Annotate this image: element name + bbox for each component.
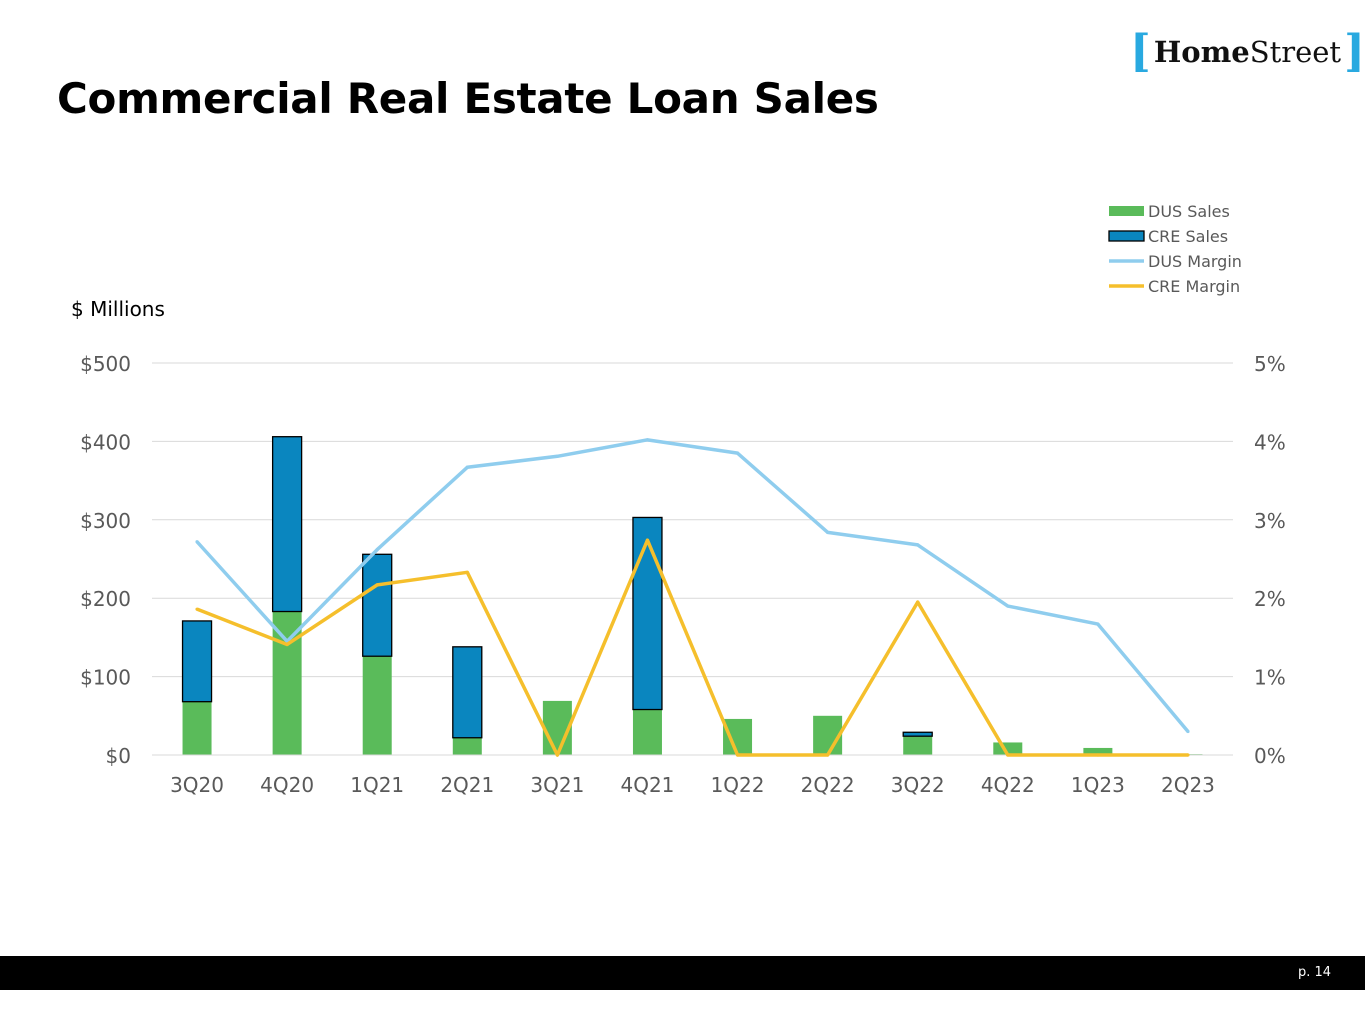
dus-sales-bar [272,611,302,755]
y-left-tick-label: $0 [106,744,131,768]
y-axis-unit-label: $ Millions [71,297,165,321]
dus-margin-point [375,547,379,552]
x-tick-label: 1Q23 [1071,773,1125,797]
y-right-tick-label: 3% [1254,509,1286,533]
y-right-tick-label: 0% [1254,744,1286,768]
cre-sales-bar [902,731,933,737]
y-left-tick-label: $300 [80,509,131,533]
cre-margin-point [1096,753,1100,757]
x-tick-label: 2Q22 [801,773,855,797]
legend-label: CRE Margin [1148,277,1240,296]
dus-margin-line [195,438,1190,733]
x-tick-label: 4Q21 [620,773,674,797]
cre-margin-point [195,607,199,611]
x-tick-label: 4Q20 [260,773,314,797]
x-tick-label: 2Q21 [440,773,494,797]
y-left-tick-label: $100 [80,666,131,690]
page-number: p. 14 [1297,965,1331,980]
legend-label: CRE Sales [1148,227,1228,246]
dus-margin-point [1006,604,1010,608]
x-tick-label: 2Q23 [1161,773,1215,797]
cre-sales-bar [271,436,303,613]
cre-sales-bar [632,516,663,711]
cre-margin-point [645,538,650,542]
y-left-tick-label: $500 [80,352,131,376]
cre-margin-point [1186,753,1190,757]
dus-sales-bar [182,701,212,755]
cre-margin-point [1006,753,1010,757]
cre-margin-point [555,753,559,757]
x-tick-label: 1Q21 [350,773,404,797]
dus-sales-bar [1083,747,1113,755]
x-tick-label: 3Q22 [891,773,945,797]
homestreet-logo: [ Home Street ] [1130,28,1365,76]
y-right-tick-label: 2% [1254,587,1286,611]
footer-bar: p. 14 [0,956,1365,990]
cre-margin-point [916,600,920,604]
dus-margin-point [465,465,469,469]
dus-margin-point [195,540,199,544]
x-tick-label: 4Q22 [981,773,1035,797]
legend-swatch-cre-sales [1108,230,1145,242]
cre-margin-line [196,538,1188,757]
dus-sales-bar [903,736,933,755]
loan-sales-chart: $0 $100 $200 $300 $400 $500 0% 1% 2% 3% 4% 5% 3Q20 4Q… [80,202,1286,797]
legend-label: DUS Sales [1148,202,1230,221]
legend-swatch-dus-sales [1109,206,1144,216]
legend-label: DUS Margin [1148,252,1242,271]
y-right-tick-label: 5% [1254,352,1286,376]
cre-margin-point [735,753,740,757]
dus-margin-point [1186,729,1190,734]
dus-margin-point [555,454,559,458]
cre-sales-bar [452,646,483,739]
logo-home-text: Home [1153,35,1250,69]
x-tick-label: 3Q20 [170,773,224,797]
logo-street-text: Street [1249,35,1342,69]
dus-sales-bar [723,718,753,755]
dus-margin-point [826,530,830,534]
cre-margin-point [465,570,469,574]
y-left-tick-label: $400 [80,430,131,454]
cre-sales-bar [362,553,393,657]
cre-sales-bar [181,620,213,703]
cre-margin-point [375,583,379,587]
logo-open-bracket: [ [1130,26,1151,77]
cre-margin-point [285,642,289,647]
x-tick-label: 3Q21 [530,773,584,797]
y-left-tick-label: $200 [80,587,131,611]
logo-close-bracket: ] [1344,26,1365,77]
dus-margin-point [645,438,650,442]
cre-margin-point [826,753,830,757]
slide-title: Commercial Real Estate Loan Sales [57,74,879,123]
dus-margin-point [1096,622,1100,626]
dus-margin-point [916,543,920,547]
x-tick-label: 1Q22 [711,773,765,797]
dus-margin-point [735,451,740,455]
dus-sales-bar [452,737,482,755]
dus-sales-bar [632,709,662,755]
y-right-tick-label: 1% [1254,666,1286,690]
y-right-tick-label: 4% [1254,430,1286,454]
dus-sales-bar [362,656,392,755]
